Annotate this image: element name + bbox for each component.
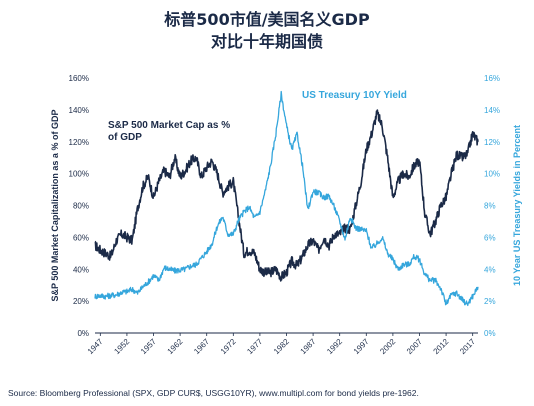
series-label-line: of GDP	[108, 132, 142, 143]
series-label-treasury: US Treasury 10Y Yield	[302, 90, 407, 101]
x-axis-ticks: 1947 1952 1957 1962 1967 1972 1977 1982 1987 1992…	[86, 333, 477, 356]
x-tick-label: 1997	[352, 337, 371, 356]
x-tick-label: 1967	[192, 337, 211, 356]
x-tick-label: 1977	[245, 337, 264, 356]
series-labels: S&P 500 Market Cap as % of GDP US Treasury…	[108, 90, 407, 143]
x-tick-label: 1982	[272, 337, 291, 356]
right-tick-label: 14%	[484, 106, 500, 115]
x-tick-label: 2012	[432, 337, 451, 356]
right-tick-label: 10%	[484, 170, 500, 179]
left-tick-label: 20%	[73, 297, 89, 306]
axes: S&P 500 Market Capitalization as a % of …	[50, 110, 522, 334]
right-tick-label: 4%	[484, 265, 496, 274]
x-tick-label: 2017	[458, 337, 477, 356]
left-tick-label: 120%	[69, 138, 89, 147]
x-tick-label: 1952	[112, 337, 131, 356]
left-tick-label: 80%	[73, 202, 89, 211]
series-lines	[94, 90, 479, 307]
right-tick-label: 8%	[484, 202, 496, 211]
series-line-sp500-mktcap	[94, 109, 479, 282]
series-label-sp500: S&P 500 Market Cap as % of GDP	[108, 120, 230, 143]
x-tick-label: 1992	[325, 337, 344, 356]
right-tick-label: 12%	[484, 138, 500, 147]
x-tick-label: 1962	[166, 337, 185, 356]
chart-subtitle: 对比十年期国债	[210, 32, 323, 51]
series-label-line: S&P 500 Market Cap as %	[108, 120, 230, 131]
x-tick-label: 1957	[139, 337, 158, 356]
left-tick-label: 40%	[73, 265, 89, 274]
left-axis-title: S&P 500 Market Capitalization as a % of …	[50, 110, 60, 302]
x-tick-label: 1987	[299, 337, 318, 356]
right-tick-label: 0%	[484, 329, 496, 338]
x-tick-label: 1947	[86, 337, 105, 356]
source-note: Source: Bloomberg Professional (SPX, GDP…	[8, 388, 419, 398]
right-tick-label: 2%	[484, 297, 496, 306]
series-line-treasury-10y	[94, 90, 479, 307]
left-tick-label: 0%	[77, 329, 89, 338]
x-tick-label: 1972	[219, 337, 238, 356]
left-tick-label: 160%	[69, 74, 89, 83]
right-tick-label: 6%	[484, 233, 496, 242]
right-axis-ticks: 0% 2% 4% 6% 8% 10% 12% 14% 16%	[484, 74, 500, 338]
x-tick-label: 2002	[378, 337, 397, 356]
chart-title: 标普500市值/美国名义GDP	[164, 10, 370, 29]
left-tick-label: 100%	[69, 170, 89, 179]
left-tick-label: 140%	[69, 106, 89, 115]
right-tick-label: 16%	[484, 74, 500, 83]
right-axis-title: 10 Year US Treasury Yields in Percent	[512, 125, 522, 286]
left-tick-label: 60%	[73, 233, 89, 242]
x-tick-label: 2007	[405, 337, 424, 356]
left-axis-ticks: 0% 20% 40% 60% 80% 100% 120% 140% 160%	[69, 74, 89, 338]
